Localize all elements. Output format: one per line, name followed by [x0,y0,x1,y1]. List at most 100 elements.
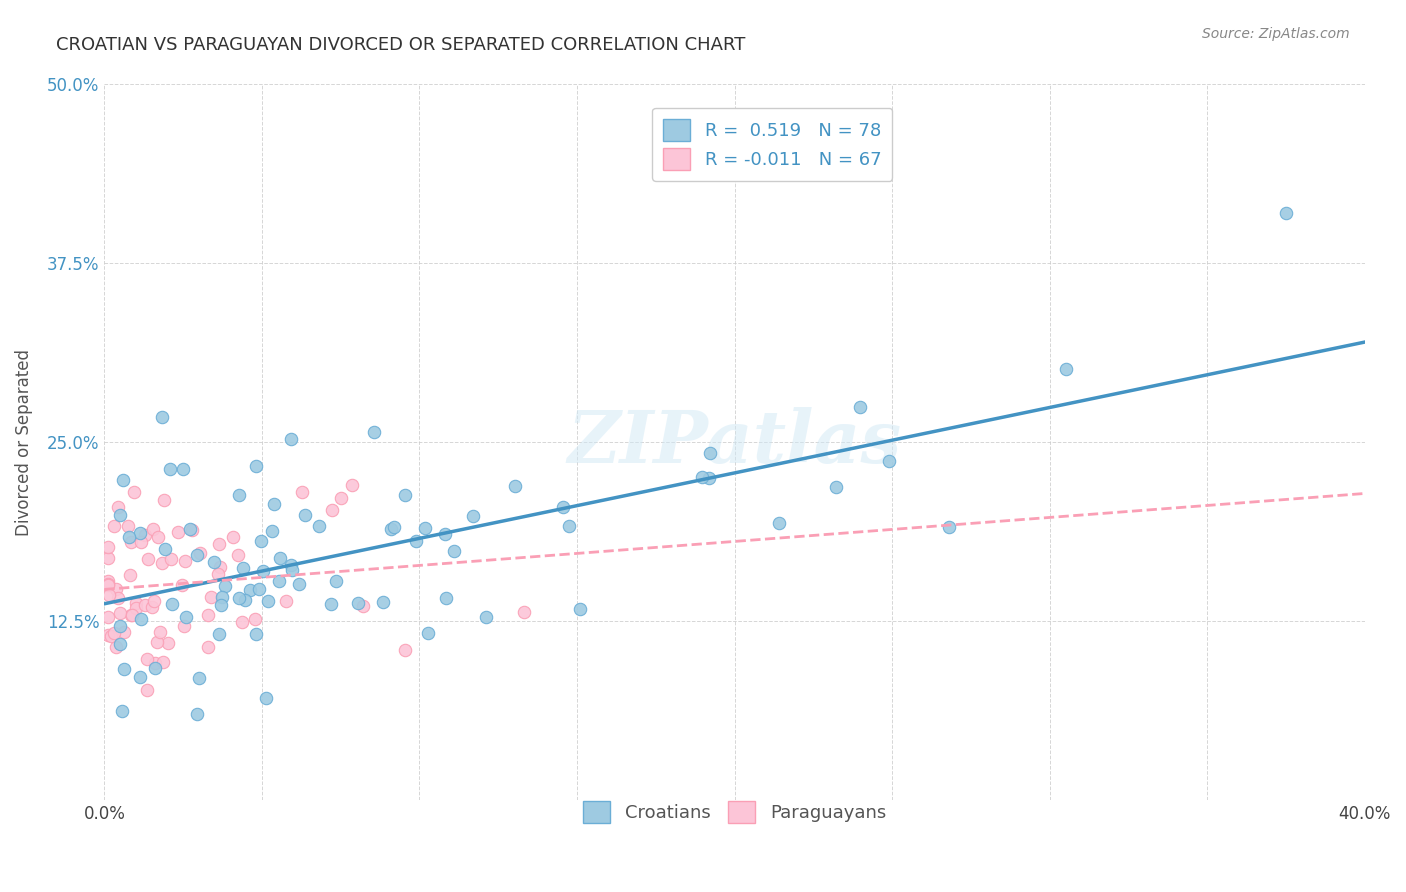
Point [363,425,385,439]
Point [128,670,150,684]
Point [768,516,790,530]
Point [221,530,243,544]
Point [117,519,139,533]
Point [1275,206,1298,220]
Point [124,596,146,610]
Point [434,526,457,541]
Point [197,607,219,622]
Point [245,459,267,474]
Text: Source: ZipAtlas.com: Source: ZipAtlas.com [1202,27,1350,41]
Point [150,410,173,425]
Point [118,567,141,582]
Point [405,533,427,548]
Point [179,522,201,536]
Point [380,522,402,536]
Point [245,627,267,641]
Point [96,574,118,588]
Point [250,533,273,548]
Point [877,454,900,468]
Point [308,519,330,533]
Point [824,480,846,494]
Point [146,530,169,544]
Point [120,535,142,549]
Point [503,479,526,493]
Point [288,576,311,591]
Point [96,627,118,641]
Point [166,524,188,539]
Point [697,470,720,484]
Point [96,578,118,592]
Point [152,556,174,570]
Point [690,470,713,484]
Point [134,528,156,542]
Point [100,629,122,643]
Point [209,598,232,612]
Point [145,635,167,649]
Point [1054,362,1077,376]
Point [245,612,267,626]
Point [394,488,416,502]
Point [434,591,457,605]
Point [160,552,183,566]
Point [262,524,284,538]
Point [153,541,176,556]
Point [143,661,166,675]
Point [208,627,231,641]
Point [228,591,250,605]
Point [557,519,579,533]
Point [394,643,416,657]
Point [108,606,131,620]
Point [280,558,302,573]
Point [228,488,250,502]
Point [214,578,236,592]
Point [352,599,374,613]
Point [153,492,176,507]
Point [197,640,219,654]
Point [254,691,277,706]
Point [143,656,166,670]
Point [174,553,197,567]
Point [149,624,172,639]
Point [418,626,440,640]
Point [125,601,148,615]
Point [568,601,591,615]
Point [135,683,157,698]
Point [551,500,574,514]
Point [463,508,485,523]
Point [233,593,256,607]
Point [938,520,960,534]
Point [413,521,436,535]
Point [267,574,290,588]
Point [136,552,159,566]
Point [97,541,120,555]
Point [188,546,211,560]
Point [156,636,179,650]
Point [513,605,536,619]
Point [159,461,181,475]
Point [347,596,370,610]
Point [699,445,721,459]
Legend: Croatians, Paraguayans: Croatians, Paraguayans [572,790,897,834]
Point [475,610,498,624]
Point [104,640,127,654]
Point [382,519,405,533]
Point [96,577,118,591]
Point [108,619,131,633]
Point [172,462,194,476]
Point [103,625,125,640]
Point [280,563,302,577]
Point [329,491,352,506]
Point [134,598,156,612]
Point [232,561,254,575]
Point [141,599,163,614]
Point [107,591,129,605]
Point [269,550,291,565]
Point [174,610,197,624]
Point [181,524,204,538]
Point [211,590,233,604]
Point [120,608,142,623]
Point [142,594,165,608]
Point [103,518,125,533]
Point [136,652,159,666]
Point [121,607,143,622]
